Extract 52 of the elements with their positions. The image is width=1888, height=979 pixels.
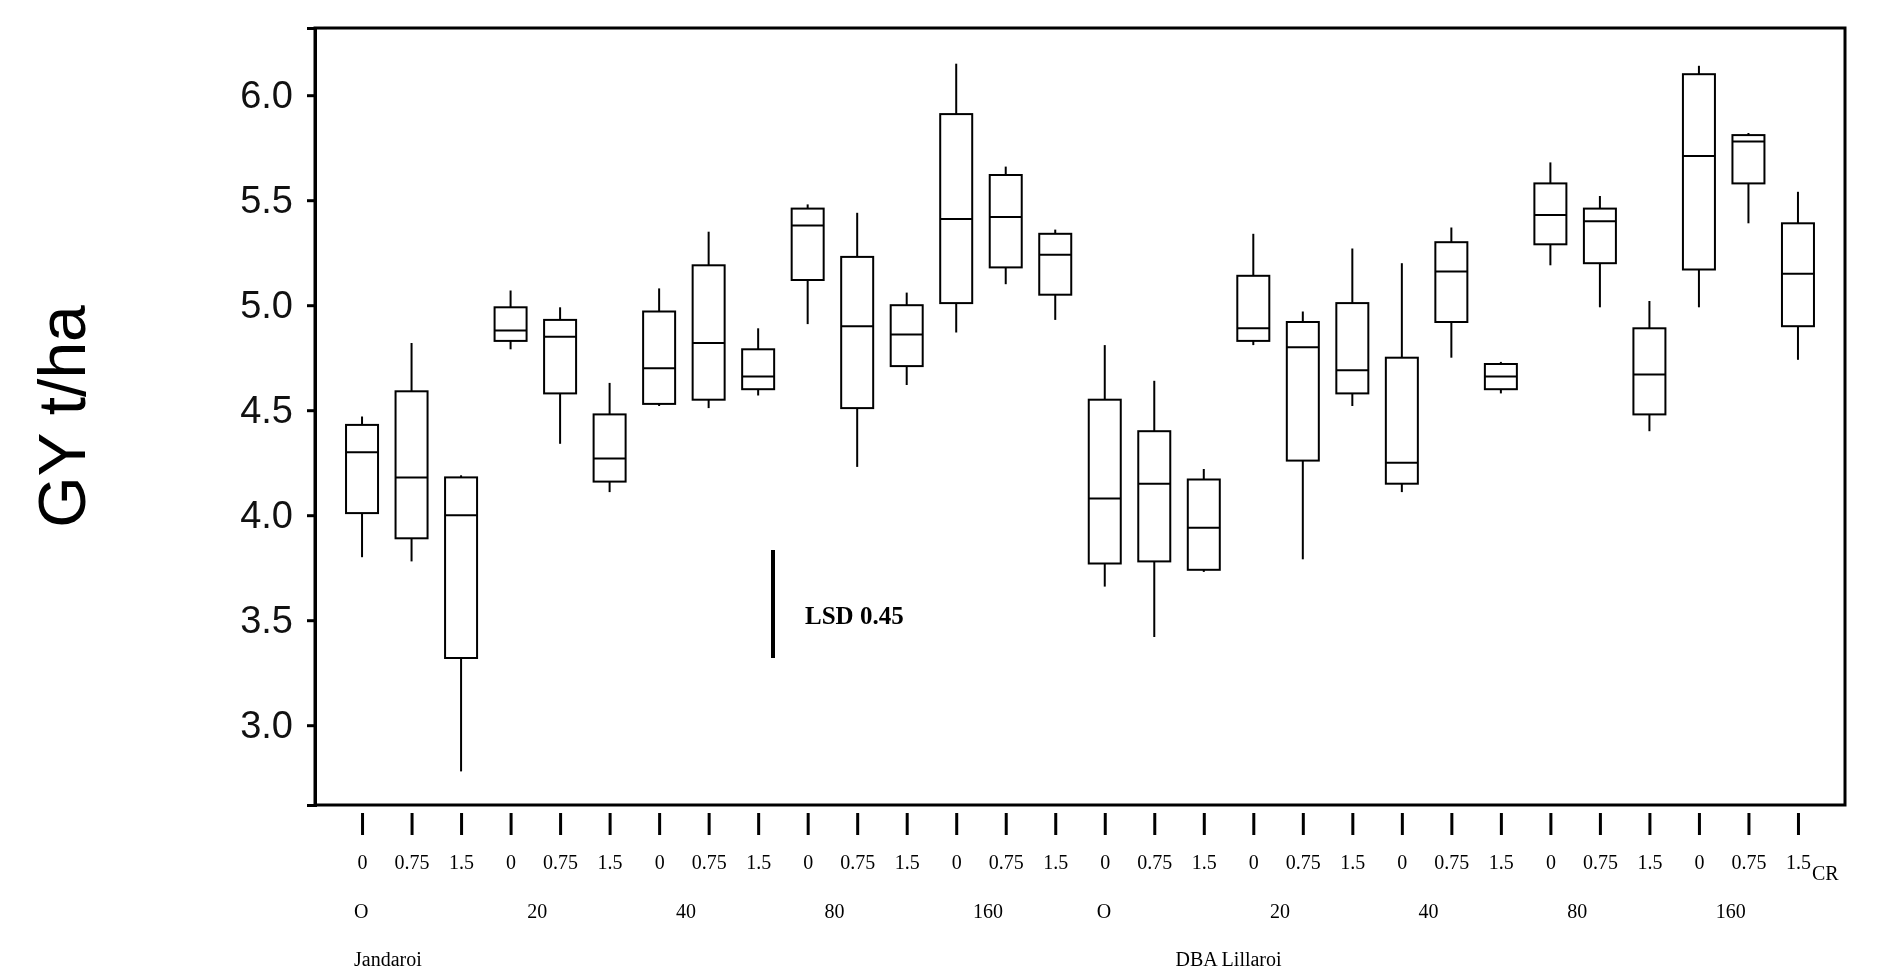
x-tick-label: 0.75 bbox=[1731, 851, 1767, 874]
text: Jandaroi bbox=[354, 948, 423, 970]
x-tick-label: 0 bbox=[1694, 851, 1705, 874]
x-tick-label: 0 bbox=[803, 851, 814, 874]
x-tick-label: 0.75 bbox=[840, 851, 876, 874]
y-tick-label: 6.0 bbox=[240, 73, 293, 116]
x-tick-label: 0.75 bbox=[988, 851, 1024, 874]
x-tick-label: 0.75 bbox=[1582, 851, 1618, 874]
x-tick-label: 0.75 bbox=[394, 851, 430, 874]
x-tick-label: 0 bbox=[1397, 851, 1408, 874]
x-tick-label: 0 bbox=[1100, 851, 1111, 874]
text: 80 bbox=[824, 900, 845, 922]
text: 40 bbox=[1418, 900, 1439, 922]
x-tick-label: 0 bbox=[654, 851, 665, 874]
text: 160 bbox=[972, 900, 1003, 922]
text: CR bbox=[1811, 862, 1840, 884]
y-tick-label: 4.0 bbox=[240, 493, 293, 536]
y-tick-label: 5.5 bbox=[240, 178, 293, 221]
x-tick-label: 1.5 bbox=[1340, 851, 1366, 874]
x-tick-label: 0 bbox=[506, 851, 517, 874]
x-tick-label: 1.5 bbox=[1637, 851, 1663, 874]
x-tick-label: 1.5 bbox=[1785, 851, 1811, 874]
x-tick-label: 1.5 bbox=[449, 851, 475, 874]
text: 20 bbox=[1270, 900, 1291, 922]
x-tick-label: 1.5 bbox=[746, 851, 772, 874]
x-tick-label: 0 bbox=[357, 851, 368, 874]
x-tick-label: 1.5 bbox=[894, 851, 920, 874]
y-axis-title: GY t/ha bbox=[25, 304, 99, 528]
annotation: LSD 0.45 bbox=[805, 602, 904, 629]
x-tick-label: 0.75 bbox=[691, 851, 727, 874]
x-tick-label: 1.5 bbox=[1043, 851, 1069, 874]
x-tick-label: 0.75 bbox=[1434, 851, 1470, 874]
x-tick-label: 0.75 bbox=[1285, 851, 1321, 874]
y-tick-label: 3.5 bbox=[240, 598, 293, 641]
text: 160 bbox=[1715, 900, 1746, 922]
x-tick-label: 0 bbox=[1248, 851, 1259, 874]
x-tick-label: 0.75 bbox=[543, 851, 579, 874]
text: O bbox=[1096, 900, 1112, 922]
y-tick-label: 3.0 bbox=[240, 703, 293, 746]
x-tick-label: 1.5 bbox=[597, 851, 623, 874]
y-tick-label: 4.5 bbox=[240, 388, 293, 431]
x-tick-label: 0.75 bbox=[1137, 851, 1173, 874]
x-tick-label: 1.5 bbox=[1488, 851, 1514, 874]
text: O bbox=[354, 900, 369, 922]
text: 80 bbox=[1567, 900, 1588, 922]
text: 40 bbox=[675, 900, 696, 922]
x-tick-label: 0 bbox=[951, 851, 962, 874]
text: 20 bbox=[527, 900, 548, 922]
x-tick-label: 0 bbox=[1545, 851, 1556, 874]
y-tick-label: 5.0 bbox=[240, 283, 293, 326]
text: DBA Lillaroi bbox=[1175, 948, 1283, 970]
x-tick-label: 1.5 bbox=[1191, 851, 1217, 874]
